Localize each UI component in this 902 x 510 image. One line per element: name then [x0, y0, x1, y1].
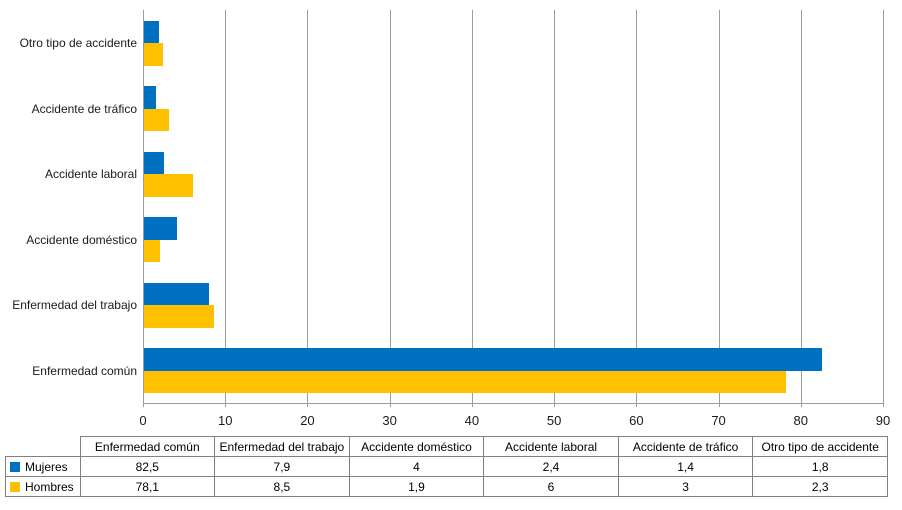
data-table: Enfermedad común Enfermedad del trabajo Ac…: [5, 436, 888, 497]
category-label-accidente-de-trafico: Accidente de tráfico: [31, 101, 137, 116]
x-tick-label: 40: [464, 413, 480, 428]
category-label-accidente-domestico: Accidente doméstico: [26, 232, 137, 247]
table-cell-hombres-accidente-de-trafico: 3: [617, 476, 754, 497]
gridline-80: [800, 10, 802, 407]
table-header-enfermedad-comun: Enfermedad común: [79, 436, 216, 457]
table-row-hombres: Hombres 78,1 8,5 1,9 6 3 2,3: [5, 476, 888, 497]
table-cell-mujeres-enfermedad-comun: 82,5: [79, 456, 216, 477]
table-header-accidente-de-trafico: Accidente de tráfico: [617, 436, 754, 457]
table-cell-mujeres-accidente-domestico: 4: [348, 456, 485, 477]
x-axis-line: [143, 403, 884, 404]
table-row-mujeres: Mujeres 82,5 7,9 4 2,4 1,4 1,8: [5, 456, 888, 477]
x-tick-label: 10: [217, 413, 233, 428]
bar-hombres-otro-tipo-de-accidente: [144, 43, 163, 66]
bar-mujeres-enfermedad-del-trabajo: [144, 282, 209, 305]
data-table-body: Mujeres 82,5 7,9 4 2,4 1,4 1,8 Hombres 78,1 8,5 1,…: [5, 456, 888, 497]
bar-hombres-accidente-de-trafico: [144, 108, 169, 131]
gridline-10: [225, 10, 227, 407]
data-table-head: Enfermedad común Enfermedad del trabajo Ac…: [6, 436, 888, 457]
x-tick-label: 20: [300, 413, 315, 428]
table-cell-hombres-accidente-domestico: 1,9: [348, 476, 485, 497]
table-corner-cell: [6, 437, 81, 457]
plot-area: [143, 10, 884, 407]
gridline-70: [718, 10, 720, 407]
mujeres-series-swatch-icon: [10, 461, 20, 472]
x-tick-label: 60: [629, 413, 644, 428]
category-label-accidente-laboral: Accidente laboral: [44, 167, 137, 181]
gridline-50: [554, 10, 556, 407]
category-label-enfermedad-del-trabajo: Enfermedad del trabajo: [12, 298, 137, 312]
bar-chart: Otro tipo de accidente Accidente de tráfi…: [12, 10, 891, 428]
hombres-series-swatch-icon: [10, 481, 20, 492]
x-tick-label: 70: [711, 413, 726, 428]
bar-hombres-accidente-domestico: [144, 239, 160, 262]
table-header-accidente-laboral: Accidente laboral: [483, 436, 619, 457]
table-header-row: Enfermedad común Enfermedad del trabajo Ac…: [6, 436, 888, 457]
gridline-20: [307, 10, 309, 407]
legend-cell-hombres: Hombres: [5, 476, 81, 497]
bar-hombres-enfermedad-comun: [144, 370, 787, 393]
category-label-otro-tipo-de-accidente: Otro tipo de accidente: [19, 36, 137, 50]
bar-mujeres-accidente-laboral: [144, 151, 164, 174]
table-cell-mujeres-otro-tipo-de-accidente: 1,8: [752, 456, 888, 477]
table-header-otro-tipo-de-accidente: Otro tipo de accidente: [752, 436, 888, 457]
bar-mujeres-enfermedad-comun: [144, 348, 823, 371]
gridline-40: [471, 10, 473, 407]
table-cell-mujeres-accidente-laboral: 2,4: [483, 456, 619, 477]
x-tick-label: 0: [139, 413, 147, 428]
gridline-30: [389, 10, 391, 407]
series-label: Mujeres: [25, 459, 68, 474]
bar-mujeres-accidente-domestico: [144, 217, 177, 240]
table-cell-mujeres-accidente-de-trafico: 1,4: [617, 456, 754, 477]
bar-hombres-enfermedad-del-trabajo: [144, 305, 214, 328]
table-cell-hombres-enfermedad-comun: 78,1: [79, 476, 216, 497]
x-tick-label: 90: [875, 413, 891, 428]
bar-mujeres-accidente-de-trafico: [144, 86, 156, 109]
bar-hombres-accidente-laboral: [144, 174, 194, 197]
category-label-enfermedad-comun: Enfermedad común: [32, 363, 137, 378]
gridline-0: [143, 10, 144, 407]
table-cell-hombres-enfermedad-del-trabajo: 8,5: [214, 476, 350, 497]
legend-cell-mujeres: Mujeres: [5, 456, 81, 477]
table-header-enfermedad-del-trabajo: Enfermedad del trabajo: [214, 436, 350, 457]
gridline-60: [636, 10, 638, 407]
bar-mujeres-otro-tipo-de-accidente: [144, 20, 159, 43]
table-cell-hombres-otro-tipo-de-accidente: 2,3: [752, 476, 888, 497]
table-cell-hombres-accidente-laboral: 6: [483, 476, 619, 497]
gridline-90: [883, 10, 884, 407]
x-tick-label: 80: [793, 413, 808, 428]
x-tick-label: 30: [382, 413, 397, 428]
table-cell-mujeres-enfermedad-del-trabajo: 7,9: [214, 456, 350, 477]
series-label: Hombres: [25, 479, 74, 494]
x-tick-label: 50: [546, 413, 562, 428]
table-header-accidente-domestico: Accidente doméstico: [348, 436, 485, 457]
